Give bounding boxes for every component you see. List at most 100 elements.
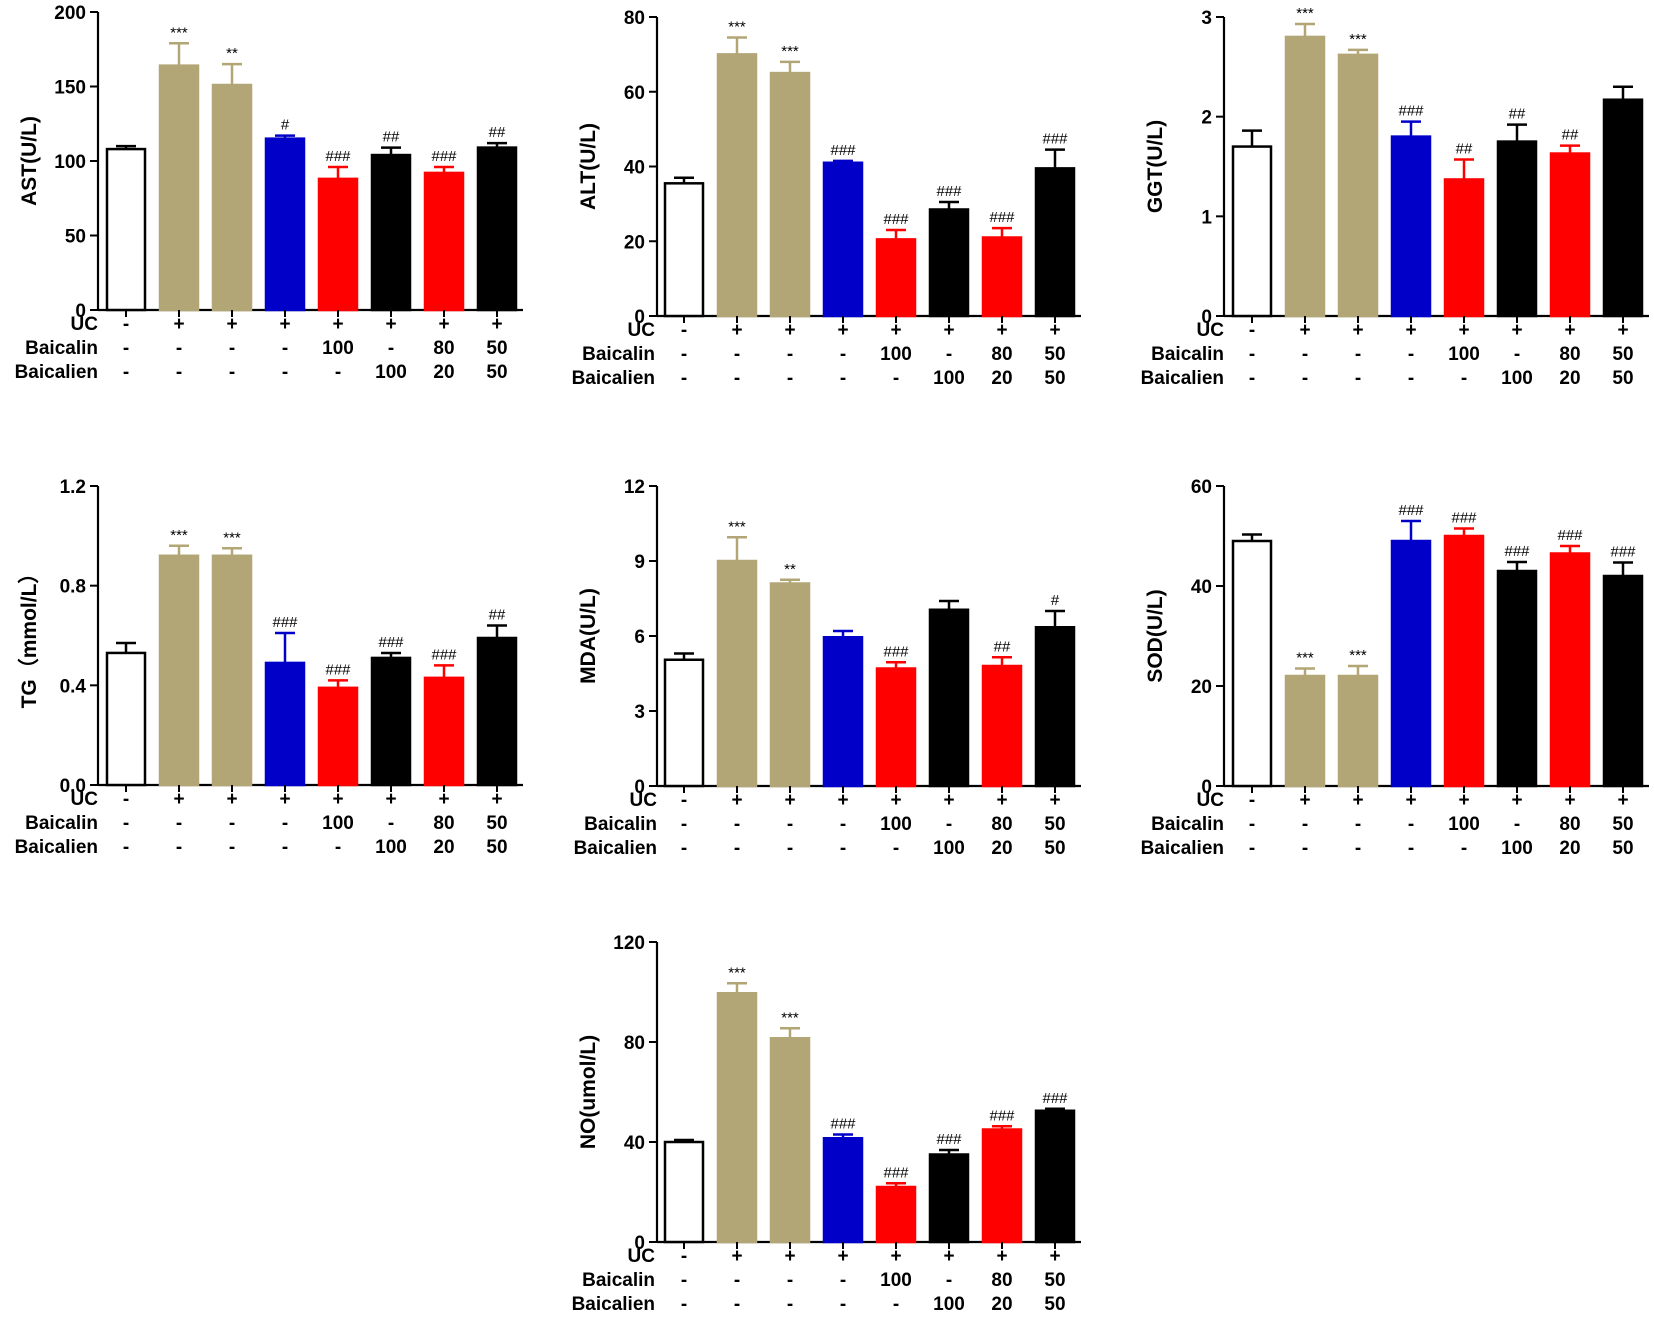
- y-tick-label: 60: [624, 83, 645, 104]
- group-cell-baicalin: -: [681, 344, 687, 365]
- group-cell-baicalin: -: [946, 1270, 952, 1291]
- y-tick-label: 100: [54, 152, 86, 173]
- group-cell-baicalin: -: [282, 338, 288, 359]
- significance-label: ***: [728, 518, 746, 535]
- group-cell-baicalien: -: [1355, 368, 1361, 389]
- group-cell-baicalin: -: [229, 813, 235, 834]
- chart-panel-2: 0 20 40 60 80 ALT(U/L) *** *** ### ### ### ### ### UC…: [572, 8, 1081, 389]
- group-cell-uc: -: [681, 790, 687, 811]
- y-tick-label: 0: [634, 1233, 645, 1254]
- significance-label: **: [784, 561, 796, 578]
- group-cell-baicalien: 20: [433, 362, 454, 383]
- group-row-label-uc: UC: [628, 320, 656, 341]
- group-cell-baicalien: 50: [1044, 838, 1065, 859]
- group-row-label-uc: UC: [1197, 790, 1225, 811]
- group-row-label-baicalin: Baicalin: [582, 1270, 655, 1291]
- group-cell-baicalin: 80: [433, 338, 454, 359]
- chart-panel-7: 0 40 80 120 NO(umol/L) *** *** ### ### ### ### ### U…: [572, 933, 1081, 1315]
- significance-label: ***: [728, 19, 746, 36]
- significance-label: ***: [1349, 647, 1367, 664]
- group-row-label-baicalien: Baicalien: [572, 368, 655, 389]
- group-cell-baicalin: -: [1514, 344, 1520, 365]
- group-cell-baicalin: -: [176, 813, 182, 834]
- bar-6: [1496, 140, 1538, 318]
- group-cell-baicalin: -: [787, 344, 793, 365]
- group-cell-baicalin: -: [1514, 814, 1520, 835]
- group-cell-uc: +: [943, 320, 954, 341]
- group-cell-baicalien: -: [1302, 838, 1308, 859]
- bar-2: [716, 992, 758, 1244]
- group-cell-baicalin: -: [734, 344, 740, 365]
- group-cell-baicalin: -: [946, 344, 952, 365]
- significance-label: ###: [325, 148, 351, 165]
- chart-panel-6: 0 20 40 60 SOD(U/L) *** *** ### ### ### ### ### UC - +…: [1141, 477, 1649, 859]
- group-cell-baicalien: 50: [1044, 368, 1065, 389]
- group-cell-baicalien: 50: [486, 362, 507, 383]
- group-cell-baicalien: -: [1355, 838, 1361, 859]
- bar-3: [1337, 674, 1379, 788]
- y-tick-label: 9: [634, 552, 645, 573]
- bar-4: [1390, 135, 1432, 318]
- group-cell-uc: +: [1511, 790, 1522, 811]
- significance-label: ###: [936, 1131, 962, 1148]
- group-cell-uc: +: [837, 1246, 848, 1267]
- group-cell-baicalien: -: [335, 837, 341, 858]
- group-cell-baicalin: -: [388, 338, 394, 359]
- bar-4: [822, 636, 864, 788]
- bar-4: [264, 661, 306, 787]
- group-cell-baicalin: 50: [1044, 814, 1065, 835]
- bar-8: [1034, 626, 1076, 788]
- bar-1: [663, 658, 705, 788]
- group-cell-baicalin: -: [1355, 344, 1361, 365]
- bar-7: [981, 664, 1023, 788]
- group-cell-uc: -: [1249, 790, 1255, 811]
- group-row-label-baicalin: Baicalin: [584, 814, 657, 835]
- y-tick-label: 80: [624, 1033, 645, 1054]
- group-cell-baicalin: -: [1355, 814, 1361, 835]
- significance-label: ##: [383, 129, 400, 146]
- bar-2: [158, 64, 200, 312]
- group-cell-baicalien: -: [1249, 838, 1255, 859]
- significance-label: ###: [1398, 103, 1424, 120]
- significance-label: ###: [1557, 527, 1583, 544]
- bar-5: [317, 686, 359, 787]
- significance-label: ##: [489, 607, 506, 624]
- bar-5: [875, 667, 917, 788]
- group-cell-uc: +: [731, 1246, 742, 1267]
- bar-5: [1443, 178, 1485, 318]
- y-tick-label: 0: [634, 307, 645, 328]
- group-cell-baicalien: 100: [375, 837, 407, 858]
- group-cell-baicalien: -: [229, 837, 235, 858]
- group-cell-uc: +: [226, 314, 237, 335]
- bar-7: [423, 171, 465, 312]
- significance-label: ###: [1042, 1090, 1068, 1107]
- significance-label: ###: [272, 614, 298, 631]
- y-axis-label: SOD(U/L): [1144, 589, 1167, 682]
- bar-5: [317, 177, 359, 312]
- significance-label: ###: [325, 661, 351, 678]
- group-cell-baicalin: 50: [1612, 344, 1633, 365]
- bar-7: [981, 1128, 1023, 1244]
- group-cell-uc: +: [943, 1246, 954, 1267]
- group-cell-baicalien: 100: [933, 1294, 965, 1315]
- y-axis-label: GGT(U/L): [1144, 120, 1167, 213]
- bar-2: [716, 559, 758, 788]
- significance-label: ##: [994, 638, 1011, 655]
- group-cell-baicalien: 20: [433, 837, 454, 858]
- group-cell-baicalin: 50: [486, 813, 507, 834]
- group-row-label-uc: UC: [71, 789, 99, 810]
- y-tick-label: 6: [634, 627, 645, 648]
- y-axis-label: AST(U/L): [18, 116, 41, 206]
- y-tick-label: 3: [1201, 8, 1212, 29]
- significance-label: ***: [170, 24, 188, 41]
- significance-label: ##: [489, 124, 506, 141]
- group-cell-uc: +: [226, 789, 237, 810]
- group-cell-baicalien: 100: [933, 368, 965, 389]
- y-tick-label: 12: [624, 477, 645, 498]
- group-cell-uc: +: [491, 789, 502, 810]
- group-cell-baicalien: -: [335, 362, 341, 383]
- group-cell-uc: +: [943, 790, 954, 811]
- group-cell-baicalien: 20: [1559, 368, 1580, 389]
- group-cell-baicalin: -: [388, 813, 394, 834]
